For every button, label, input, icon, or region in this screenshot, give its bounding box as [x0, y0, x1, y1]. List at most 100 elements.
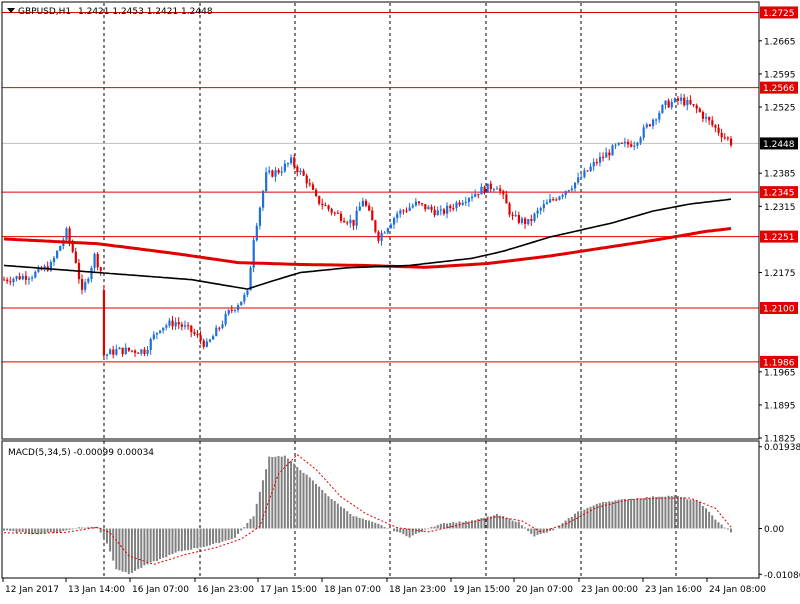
candle-body [714, 125, 717, 128]
time-tick-7: 19 Jan 15:00 [453, 585, 510, 595]
candle-body [399, 210, 402, 214]
level-label-0: 1.2725 [763, 9, 795, 19]
candle-body [545, 202, 549, 205]
candle-body [614, 144, 617, 146]
candle-body [177, 322, 180, 325]
candle-body [327, 205, 330, 209]
candle-body [471, 196, 474, 199]
candle-body [339, 213, 343, 221]
candle-body [255, 225, 258, 241]
candle-body [389, 224, 393, 229]
macd-tick-2: -0.01086 [764, 571, 800, 581]
candle-body [664, 100, 667, 106]
candle-body [595, 162, 598, 164]
candle-body [580, 177, 583, 179]
macd-panel-frame [1, 440, 760, 579]
candle-body [558, 196, 561, 200]
price-tick-5: 1.2175 [764, 269, 796, 279]
candle-body [193, 332, 196, 334]
candle-body [130, 350, 134, 352]
candle-body [670, 102, 673, 108]
candle-body [630, 144, 633, 147]
moving-averages [3, 198, 732, 290]
candle-body [386, 228, 389, 233]
candle-body [464, 201, 467, 203]
candle-body [520, 218, 524, 223]
collapse-arrow-icon[interactable] [7, 8, 15, 13]
candle-body [333, 212, 336, 214]
candle-body [321, 203, 324, 206]
candle-body [230, 309, 233, 311]
candle-body [371, 210, 374, 221]
candle-body [505, 194, 508, 204]
candle-body [258, 207, 262, 226]
candle-body [705, 117, 708, 119]
candle-body [552, 199, 555, 201]
candle-body [140, 349, 143, 354]
candle-body [9, 281, 12, 283]
grid [103, 3, 677, 577]
candle-body [243, 294, 246, 302]
candle-body [212, 336, 215, 340]
candle-body [723, 137, 726, 139]
candle-body [261, 191, 265, 208]
candle-body [96, 253, 99, 268]
level-tag-5 [760, 355, 798, 368]
candle-body [202, 340, 205, 347]
price-levels: 1.2725 1.2566 1.2345 1.2251 1.2100 1.1986 1.24… [2, 6, 798, 368]
candle-body [84, 282, 87, 290]
candle-body [105, 354, 109, 356]
candle-body [168, 320, 171, 326]
candle-body [280, 171, 283, 173]
candle-body [283, 163, 286, 172]
candle-body [352, 219, 355, 226]
candle-body [308, 183, 311, 185]
candle-body [302, 170, 305, 176]
candle-body [527, 219, 530, 225]
candle-body [461, 202, 464, 205]
candle-body [118, 347, 121, 350]
candle-body [680, 97, 683, 101]
candle-body [224, 313, 227, 325]
candle-body [180, 324, 184, 327]
candle-body [274, 170, 277, 177]
candle-body [293, 157, 296, 167]
candle-body [265, 172, 268, 192]
candle-body [608, 152, 611, 156]
candle-body [645, 124, 648, 128]
candle-body [449, 205, 452, 209]
candle-body [393, 218, 396, 225]
candle-body [567, 190, 570, 192]
candle-body [483, 186, 486, 193]
candle-body [414, 201, 418, 206]
candle-body [237, 305, 240, 310]
candle-body [502, 191, 505, 195]
candle-body [299, 170, 302, 173]
candle-body [421, 203, 424, 205]
macd-tick-1: 0.00 [764, 525, 784, 535]
candle-body [620, 142, 623, 144]
candle-body [165, 325, 168, 328]
candle-body [439, 209, 442, 211]
candle-body [536, 210, 539, 214]
candle-body [383, 232, 386, 234]
candle-body [227, 309, 230, 314]
candle-body [27, 278, 31, 280]
candle-body [18, 276, 21, 280]
time-tick-4: 17 Jan 15:00 [260, 585, 317, 595]
candle-body [611, 145, 614, 156]
candle-body [183, 325, 187, 327]
macd-histogram [3, 454, 732, 575]
candle-body [305, 175, 308, 184]
candle-body [143, 349, 146, 354]
time-tick-11: 24 Jan 08:00 [709, 585, 766, 595]
price-tick-7: 1.1895 [764, 401, 796, 411]
candle-body [137, 352, 140, 354]
time-tick-3: 16 Jan 23:00 [197, 585, 254, 595]
candle-body [380, 232, 383, 241]
candle-body [489, 183, 492, 190]
candle-body [190, 325, 193, 333]
candle-body [311, 184, 315, 190]
candle-body [152, 334, 155, 340]
candle-body [686, 100, 689, 106]
